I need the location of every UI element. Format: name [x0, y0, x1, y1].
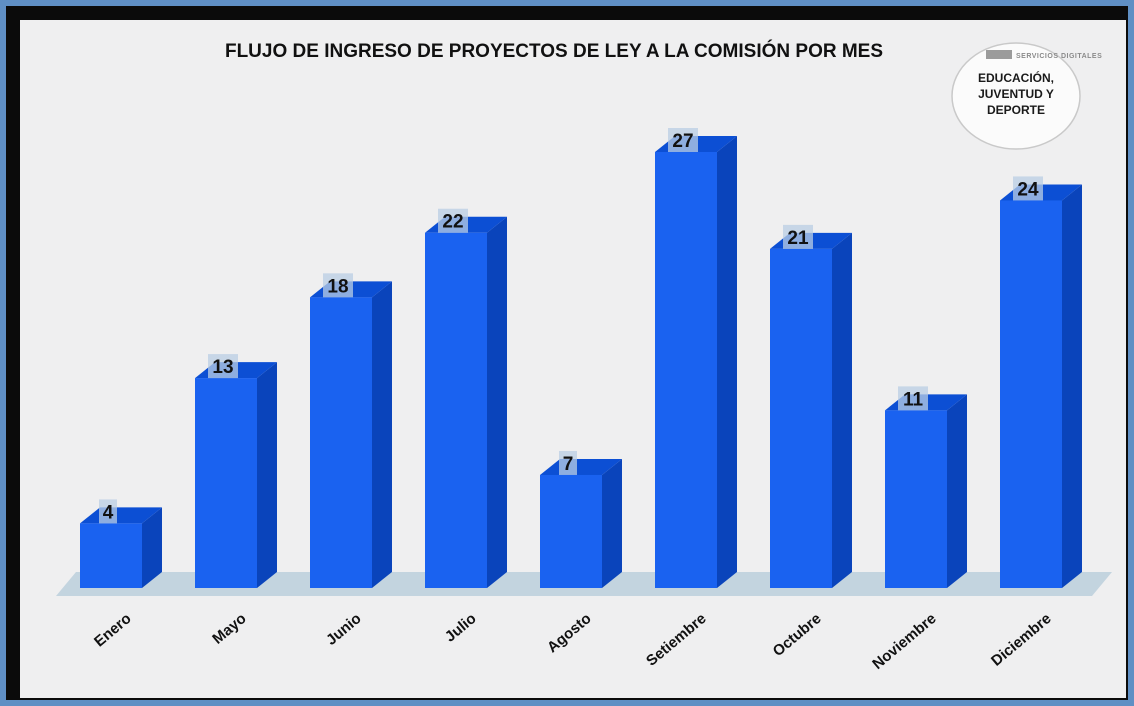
bar-side-enero: [142, 507, 162, 588]
bar-side-setiembre: [717, 136, 737, 588]
value-label-mayo: 13: [212, 357, 233, 378]
value-labels-group: 4 13 18 22 7 27 21 11 24: [99, 128, 1043, 524]
bar-front-mayo: [195, 378, 257, 588]
bar-side-mayo: [257, 362, 277, 588]
logo-emblem-icon: [986, 50, 1012, 59]
x-tick-label-setiembre: Setiembre: [643, 610, 710, 670]
x-tick-label-noviembre: Noviembre: [869, 610, 939, 673]
bar-front-julio: [425, 232, 487, 589]
bar-agosto: [540, 458, 622, 588]
value-label-box-mayo: [208, 354, 238, 379]
value-label-noviembre: 11: [903, 389, 924, 410]
chart-title: FLUJO DE INGRESO DE PROYECTOS DE LEY A L…: [225, 40, 883, 62]
chart-frame: FLUJO DE INGRESO DE PROYECTOS DE LEY A L…: [6, 6, 1128, 700]
logo-line-2: JUVENTUD Y: [978, 87, 1054, 101]
value-label-agosto: 7: [563, 454, 574, 475]
value-label-setiembre: 27: [672, 131, 693, 152]
bar-front-setiembre: [655, 152, 717, 588]
chart-panel: FLUJO DE INGRESO DE PROYECTOS DE LEY A L…: [20, 20, 1126, 698]
logo-small-text: SERVICIOS DIGITALES: [1016, 53, 1102, 60]
bar-setiembre: [655, 136, 737, 588]
commission-logo: SERVICIOS DIGITALES EDUCACIÓN, JUVENTUD …: [951, 42, 1102, 150]
x-tick-label-agosto: Agosto: [544, 610, 595, 656]
bar-noviembre: [885, 394, 967, 588]
x-tick-labels-group: Enero Mayo Junio Julio Agosto Setiembre Octubr…: [91, 610, 1054, 673]
value-label-enero: 4: [103, 502, 114, 523]
bar-chart: FLUJO DE INGRESO DE PROYECTOS DE LEY A L…: [56, 40, 1112, 673]
x-tick-label-octubre: Octubre: [770, 610, 825, 660]
bars-group: [80, 136, 1082, 589]
bar-side-agosto: [602, 458, 622, 588]
bar-side-julio: [487, 216, 507, 589]
bar-front-agosto: [540, 474, 602, 588]
bar-side-noviembre: [947, 394, 967, 588]
value-label-junio: 18: [327, 276, 348, 297]
x-tick-label-julio: Julio: [442, 610, 480, 646]
logo-badge: [951, 42, 1081, 150]
bar-front-junio: [310, 297, 372, 588]
bar-front-enero: [80, 523, 142, 588]
value-label-box-noviembre: [898, 386, 928, 411]
bar-diciembre: [1000, 184, 1082, 588]
value-label-box-octubre: [783, 224, 813, 249]
value-label-box-setiembre: [668, 128, 698, 152]
bar-front-diciembre: [1000, 200, 1062, 588]
value-label-julio: 22: [442, 212, 463, 233]
bar-front-noviembre: [885, 410, 947, 588]
value-label-box-junio: [323, 273, 353, 298]
value-label-box-enero: [99, 499, 117, 524]
logo-line-3: DEPORTE: [987, 103, 1045, 117]
value-label-box-diciembre: [1013, 176, 1043, 201]
bar-side-diciembre: [1062, 184, 1082, 588]
bar-side-junio: [372, 281, 392, 588]
value-label-diciembre: 24: [1017, 179, 1039, 200]
x-tick-label-diciembre: Diciembre: [988, 610, 1055, 670]
logo-line-1: EDUCACIÓN,: [978, 70, 1054, 85]
bar-julio: [425, 216, 507, 589]
x-tick-label-enero: Enero: [91, 610, 134, 650]
bar-front-octubre: [770, 248, 832, 588]
value-label-box-agosto: [559, 450, 577, 475]
bar-mayo: [195, 362, 277, 588]
bar-enero: [80, 507, 162, 588]
x-tick-label-junio: Junio: [323, 610, 365, 649]
value-label-box-julio: [438, 208, 468, 233]
bar-junio: [310, 281, 392, 588]
value-label-octubre: 21: [787, 228, 809, 249]
bar-octubre: [770, 232, 852, 588]
x-tick-label-mayo: Mayo: [209, 610, 249, 648]
bar-side-octubre: [832, 232, 852, 588]
